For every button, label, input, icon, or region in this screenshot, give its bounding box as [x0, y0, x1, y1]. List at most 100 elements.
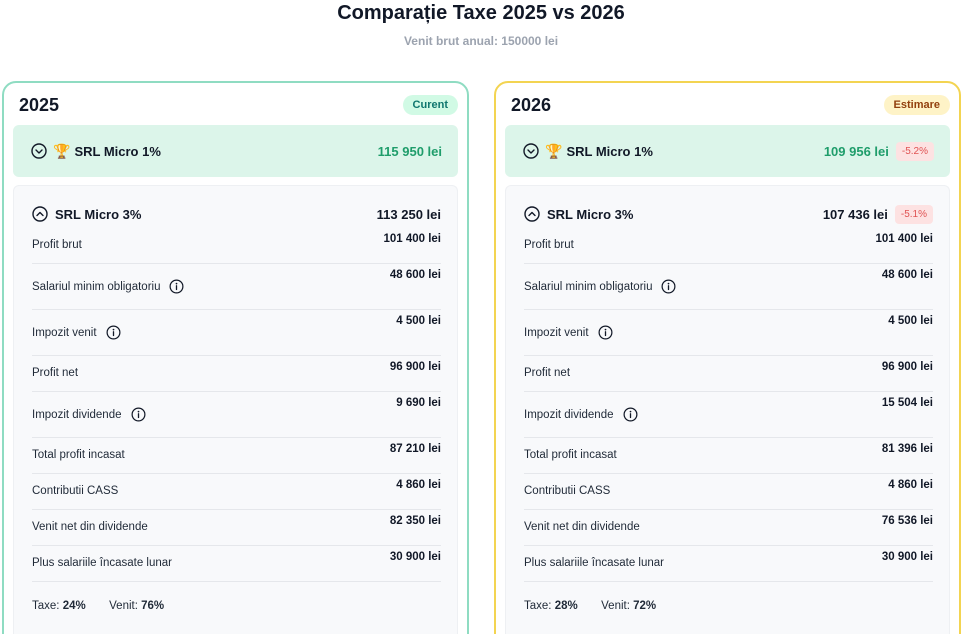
option-total: 115 950 lei — [377, 143, 442, 159]
row-value: 101 400 lei — [383, 233, 441, 245]
breakdown-list: Profit brut 101 400 lei Salariul minim o… — [32, 228, 441, 582]
trophy-icon: 🏆 — [545, 143, 563, 159]
option-row-srl-micro-1[interactable]: 🏆 SRL Micro 1% 115 950 lei — [13, 125, 458, 177]
row-value: 30 900 lei — [389, 551, 441, 563]
page-subtitle: Venit brut anual: 150000 lei — [403, 34, 559, 48]
option-row-srl-micro-3[interactable]: SRL Micro 3% 107 436 lei -5.1% — [524, 204, 933, 224]
taxes-value: 28% — [554, 600, 578, 612]
row-value: 4 860 lei — [888, 479, 933, 491]
trophy-icon: 🏆 — [53, 143, 71, 159]
card-header: 2026 Estimare — [511, 91, 950, 119]
row-venit-net-dividende: Venit net din dividende 76 536 lei — [524, 510, 933, 546]
row-label: Venit net din dividende — [32, 521, 148, 533]
row-label: Contributii CASS — [32, 485, 119, 497]
taxes-label: Taxe: — [524, 600, 552, 612]
info-circle-icon[interactable] — [623, 407, 638, 422]
card-header: 2025 Curent — [19, 91, 458, 119]
status-badge: Estimare — [883, 95, 950, 115]
row-total-profit: Total profit incasat 87 210 lei — [32, 438, 441, 474]
row-value: 4 860 lei — [396, 479, 441, 491]
row-plus-salariile: Plus salariile încasate lunar 30 900 lei — [524, 546, 933, 582]
tax-summary: Taxe: 28% Venit: 72% — [524, 600, 656, 612]
row-plus-salariile: Plus salariile încasate lunar 30 900 lei — [32, 546, 441, 582]
tax-summary: Taxe: 24% Venit: 76% — [32, 600, 164, 612]
option-name: SRL Micro 1% — [566, 143, 653, 159]
info-circle-icon[interactable] — [131, 407, 146, 422]
option-row-srl-micro-1[interactable]: 🏆 SRL Micro 1% 109 956 lei -5.2% — [505, 125, 950, 177]
row-value: 76 536 lei — [881, 515, 933, 527]
row-profit-net: Profit net 96 900 lei — [32, 356, 441, 392]
taxes-value: 24% — [62, 600, 86, 612]
row-value: 48 600 lei — [389, 269, 441, 281]
option-name: SRL Micro 3% — [55, 206, 142, 222]
row-label: Impozit dividende — [524, 408, 614, 421]
row-label: Contributii CASS — [524, 485, 611, 497]
status-badge: Curent — [402, 95, 458, 115]
row-profit-brut: Profit brut 101 400 lei — [524, 228, 933, 264]
row-value: 4 500 lei — [396, 315, 441, 327]
chevron-down-circle-icon[interactable] — [523, 143, 539, 159]
chevron-down-circle-icon[interactable] — [31, 143, 47, 159]
row-salariul-minim: Salariul minim obligatoriu 48 600 lei — [524, 264, 933, 310]
row-label: Plus salariile încasate lunar — [32, 557, 172, 569]
row-label: Profit net — [32, 367, 79, 379]
row-value: 87 210 lei — [389, 443, 441, 455]
row-impozit-dividende: Impozit dividende 15 504 lei — [524, 392, 933, 438]
row-label: Impozit venit — [32, 326, 97, 339]
row-label: Profit net — [524, 367, 571, 379]
row-salariul-minim: Salariul minim obligatoriu 48 600 lei — [32, 264, 441, 310]
row-value: 96 900 lei — [389, 361, 441, 373]
row-profit-brut: Profit brut 101 400 lei — [32, 228, 441, 264]
row-label: Profit brut — [524, 239, 574, 251]
chevron-up-circle-icon[interactable] — [524, 206, 540, 222]
year-card-2025: 2025 Curent 🏆 SRL Micro 1% 115 950 lei S… — [2, 81, 469, 634]
info-circle-icon[interactable] — [169, 279, 184, 294]
year-title: 2025 — [19, 94, 60, 115]
delta-badge: -5.2% — [895, 141, 934, 161]
option-total: 109 956 lei — [823, 143, 889, 159]
chevron-up-circle-icon[interactable] — [32, 206, 48, 222]
option-row-srl-micro-3[interactable]: SRL Micro 3% 113 250 lei — [32, 204, 441, 224]
row-value: 9 690 lei — [396, 397, 441, 409]
row-label: Total profit incasat — [524, 449, 617, 461]
row-label: Impozit dividende — [32, 408, 122, 421]
row-value: 81 396 lei — [881, 443, 933, 455]
row-value: 96 900 lei — [881, 361, 933, 373]
row-impozit-venit: Impozit venit 4 500 lei — [32, 310, 441, 356]
row-profit-net: Profit net 96 900 lei — [524, 356, 933, 392]
option-name: SRL Micro 3% — [547, 206, 634, 222]
info-circle-icon[interactable] — [106, 325, 121, 340]
row-value: 82 350 lei — [389, 515, 441, 527]
option-total: 113 250 lei — [376, 206, 441, 222]
row-label: Salariul minim obligatoriu — [32, 280, 161, 293]
row-impozit-dividende: Impozit dividende 9 690 lei — [32, 392, 441, 438]
option-total: 107 436 lei — [822, 206, 888, 222]
option-name: SRL Micro 1% — [74, 143, 161, 159]
income-label: Venit: — [601, 600, 630, 612]
income-value: 72% — [633, 600, 657, 612]
row-label: Impozit venit — [524, 326, 589, 339]
info-circle-icon[interactable] — [661, 279, 676, 294]
row-contributii-cass: Contributii CASS 4 860 lei — [32, 474, 441, 510]
breakdown-list: Profit brut 101 400 lei Salariul minim o… — [524, 228, 933, 582]
income-value: 76% — [141, 600, 165, 612]
page-title: Comparație Taxe 2025 vs 2026 — [337, 2, 625, 24]
row-label: Profit brut — [32, 239, 82, 251]
option-detail-srl-micro-3: SRL Micro 3% 113 250 lei Profit brut 101… — [13, 185, 458, 634]
row-label: Salariul minim obligatoriu — [524, 280, 653, 293]
year-title: 2026 — [511, 94, 552, 115]
row-total-profit: Total profit incasat 81 396 lei — [524, 438, 933, 474]
row-impozit-venit: Impozit venit 4 500 lei — [524, 310, 933, 356]
info-circle-icon[interactable] — [598, 325, 613, 340]
taxes-label: Taxe: — [32, 600, 60, 612]
row-label: Venit net din dividende — [524, 521, 640, 533]
year-card-2026: 2026 Estimare 🏆 SRL Micro 1% 109 956 lei… — [494, 81, 961, 634]
row-label: Plus salariile încasate lunar — [524, 557, 664, 569]
delta-badge: -5.1% — [894, 204, 933, 224]
row-value: 4 500 lei — [888, 315, 933, 327]
row-value: 15 504 lei — [881, 397, 933, 409]
row-value: 48 600 lei — [881, 269, 933, 281]
row-value: 30 900 lei — [881, 551, 933, 563]
row-value: 101 400 lei — [875, 233, 933, 245]
option-detail-srl-micro-3: SRL Micro 3% 107 436 lei -5.1% Profit br… — [505, 185, 950, 634]
